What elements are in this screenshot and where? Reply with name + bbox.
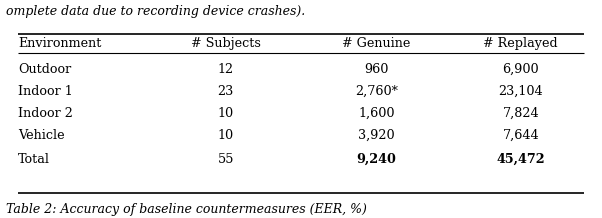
Text: 6,900: 6,900 <box>503 63 539 76</box>
Text: Environment: Environment <box>18 37 101 50</box>
Text: Total: Total <box>18 153 50 166</box>
Text: 10: 10 <box>218 129 234 142</box>
Text: 1,600: 1,600 <box>358 107 394 120</box>
Text: Indoor 2: Indoor 2 <box>18 107 73 120</box>
Text: Outdoor: Outdoor <box>18 63 71 76</box>
Text: 9,240: 9,240 <box>356 153 396 166</box>
Text: # Subjects: # Subjects <box>191 37 261 50</box>
Text: 960: 960 <box>364 63 388 76</box>
Text: omplete data due to recording device crashes).: omplete data due to recording device cra… <box>6 5 305 19</box>
Text: # Genuine: # Genuine <box>342 37 411 50</box>
Text: 45,472: 45,472 <box>497 153 545 166</box>
Text: # Replayed: # Replayed <box>483 37 558 50</box>
Text: 12: 12 <box>218 63 234 76</box>
Text: Indoor 1: Indoor 1 <box>18 85 73 98</box>
Text: 7,644: 7,644 <box>503 129 539 142</box>
Text: 3,920: 3,920 <box>358 129 394 142</box>
Text: 7,824: 7,824 <box>503 107 539 120</box>
Text: 23: 23 <box>218 85 234 98</box>
Text: 23,104: 23,104 <box>498 85 543 98</box>
Text: Vehicle: Vehicle <box>18 129 64 142</box>
Text: 2,760*: 2,760* <box>355 85 398 98</box>
Text: Table 2: Accuracy of baseline countermeasures (EER, %): Table 2: Accuracy of baseline countermea… <box>6 203 367 216</box>
Text: 55: 55 <box>217 153 234 166</box>
Text: 10: 10 <box>218 107 234 120</box>
